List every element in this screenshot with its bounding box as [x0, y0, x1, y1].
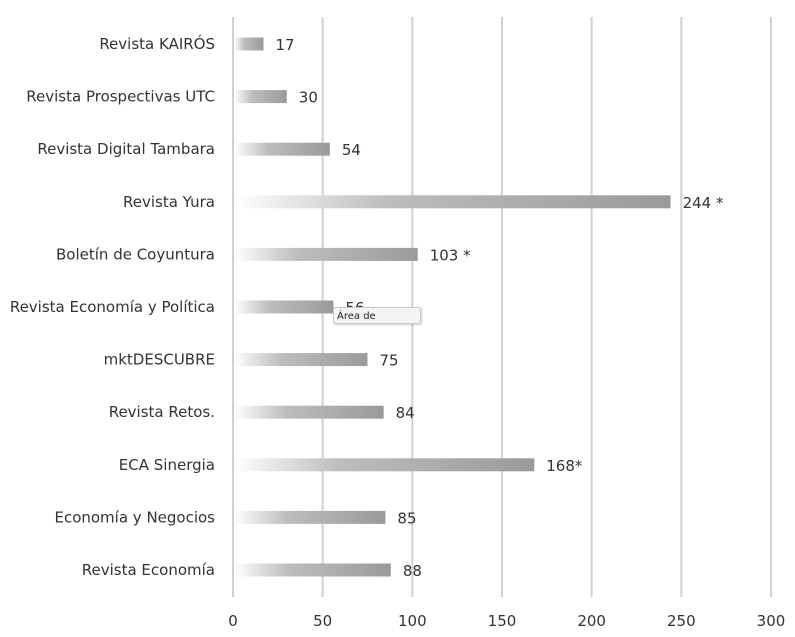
data-label-9: 85: [397, 509, 416, 527]
category-label-6: mktDESCUBRE: [104, 351, 215, 369]
category-label-7: Revista Retos.: [109, 403, 215, 421]
tooltip: Área de: [333, 307, 421, 324]
category-label-3: Revista Yura: [123, 193, 215, 211]
data-label-3: 244 *: [683, 194, 724, 212]
data-label-6: 75: [380, 352, 399, 370]
x-tick-label-150: 150: [488, 612, 517, 630]
x-tick-label-250: 250: [667, 612, 696, 630]
bar-5[interactable]: [234, 300, 334, 314]
x-tick-label-300: 300: [757, 612, 786, 630]
category-label-10: Revista Economía: [82, 561, 215, 579]
category-label-5: Revista Economía y Política: [10, 298, 215, 316]
data-label-7: 84: [396, 404, 415, 422]
data-label-1: 30: [299, 89, 318, 107]
bar-7[interactable]: [234, 405, 384, 419]
data-label-0: 17: [275, 36, 294, 54]
category-label-4: Boletín de Coyuntura: [56, 245, 215, 263]
bar-10[interactable]: [234, 563, 391, 577]
data-label-10: 88: [403, 562, 422, 580]
category-label-8: ECA Sinergia: [119, 456, 215, 474]
bar-0[interactable]: [234, 37, 264, 51]
data-label-8: 168*: [546, 457, 583, 475]
data-label-2: 54: [342, 141, 361, 159]
bar-3[interactable]: [234, 195, 671, 209]
bar-6[interactable]: [234, 353, 368, 367]
category-labels: Revista KAIRÓS Revista Prospectivas UTC Re…: [10, 34, 215, 579]
bar-4[interactable]: [234, 247, 418, 261]
x-axis-tick-labels: 0 50 100 150 200 250 300: [228, 612, 785, 630]
bar-2[interactable]: [234, 142, 330, 156]
bar-series: [234, 37, 671, 577]
bar-1[interactable]: [234, 90, 287, 104]
bar-8[interactable]: [234, 458, 535, 472]
category-label-1: Revista Prospectivas UTC: [26, 88, 215, 106]
x-tick-label-200: 200: [577, 612, 606, 630]
x-tick-label-100: 100: [398, 612, 427, 630]
data-label-4: 103 *: [430, 246, 471, 264]
x-tick-label-0: 0: [228, 612, 238, 630]
category-label-0: Revista KAIRÓS: [99, 34, 215, 53]
x-tick-label-50: 50: [313, 612, 332, 630]
category-label-2: Revista Digital Tambara: [37, 140, 215, 158]
category-label-9: Economía y Negocios: [54, 508, 215, 526]
bar-9[interactable]: [234, 510, 386, 524]
